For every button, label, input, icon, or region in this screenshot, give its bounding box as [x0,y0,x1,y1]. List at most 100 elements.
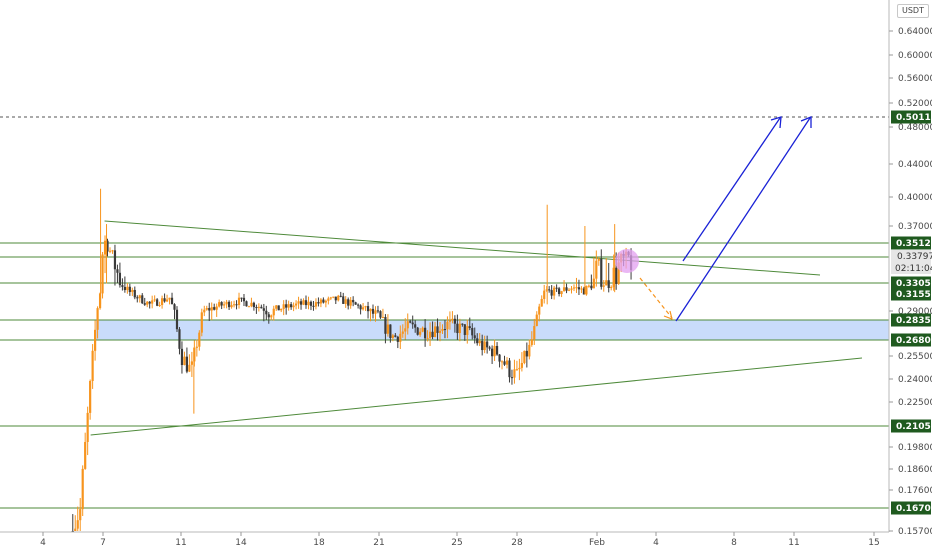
candle-body [597,258,600,261]
candle-body [76,520,79,529]
candle-body [218,302,221,307]
candle-body [275,305,278,309]
candle-body [369,308,372,312]
candle-body [416,327,419,335]
candle-body [156,299,159,306]
candle-body [580,288,583,290]
candle-body [391,335,394,338]
candle-body [518,367,521,370]
price-tick-label: 0.19800 [898,443,932,453]
price-tick-label: 0.64000 [898,27,932,37]
candle-body [409,321,412,323]
candle-body [235,304,238,306]
candle-body [344,299,347,304]
blue-arrow-1 [682,117,781,262]
currency-selector[interactable]: USDT [897,4,929,18]
candle-body [280,308,283,311]
price-axis[interactable]: 0.64000 0.60000 0.56000 0.52000 0.48000 0.440… [889,27,932,537]
candle-body [577,287,581,290]
level-label-bg [891,276,931,290]
candle-body [426,338,429,340]
candle-body [161,298,164,305]
candle-body [302,300,305,305]
candle-body [411,322,414,325]
candle-body [371,308,375,314]
candle-body [250,302,253,307]
candle-body [381,316,385,318]
candle-body [210,307,213,311]
candle-body [463,324,466,335]
candle-body [453,318,456,324]
time-tick-label: 15 [868,538,879,548]
candle-body [540,298,543,307]
candle-body [304,300,308,306]
level-label: 0.31551 [896,290,932,300]
candle-body [476,338,479,344]
candle-body [612,267,615,288]
level-label: 0.28353 [896,316,932,326]
candle-body [431,331,434,338]
candle-body [600,258,603,287]
level-label: 0.26808 [896,336,932,346]
time-tick-label: Feb [589,538,605,548]
candle-body [178,329,181,349]
candle-body [366,306,370,312]
time-tick-label: 8 [731,538,737,548]
candle-body [84,441,87,469]
candle-body [227,301,231,308]
candle-body [133,289,136,298]
candle-body [357,304,360,306]
candle-body [290,304,293,308]
candle-body [79,509,82,521]
candle-body [262,308,265,311]
time-tick-label: 4 [40,538,46,548]
candle-body [468,326,471,328]
candle-body [607,280,610,289]
candle-body [242,297,246,302]
candle-body [103,240,107,255]
candle-body [488,347,491,349]
blue-arrow-2-head [800,116,812,128]
candle-body [220,302,223,306]
candle-body [141,295,144,304]
candle-body [458,323,461,334]
plot-area[interactable] [0,0,889,532]
annotation-layer [615,116,812,322]
candle-body [550,290,553,296]
candle-body [448,320,452,322]
candle-body [401,331,404,334]
candle-body [481,340,484,351]
time-tick-label: 25 [451,538,462,548]
price-tick-label: 0.29000 [898,307,932,317]
candle-body [314,302,318,307]
price-tick-label: 0.24000 [898,375,932,385]
time-axis[interactable]: 4 7 11 14 18 21 25 28 Feb 4 8 11 15 [40,532,880,548]
price-tick-label: 0.60000 [898,51,932,61]
level-label: 0.33054 [896,279,932,289]
demand-zone [96,320,889,340]
candle-body [215,306,218,310]
candle-body [590,285,593,289]
candle-body [610,287,613,289]
candle-body [223,304,226,306]
zone-layer [96,320,889,340]
candle-body [240,297,243,299]
candle-body [299,301,303,305]
candle-body [451,318,454,321]
time-tick-label: 18 [313,538,325,548]
candle-body [471,327,474,336]
candle-body [498,354,501,362]
candle-body [438,330,442,333]
candle-body [225,301,228,305]
time-tick-label: 11 [175,538,186,548]
candle-body [74,528,77,531]
candle-body [185,356,189,372]
trend-line-upper [104,220,821,276]
candle-body [113,250,117,270]
candle-body [525,350,528,357]
level-label-bg [891,287,931,301]
price-tick-label: 0.56000 [898,74,932,84]
candle-body [605,280,608,286]
trend-layer [90,220,863,436]
